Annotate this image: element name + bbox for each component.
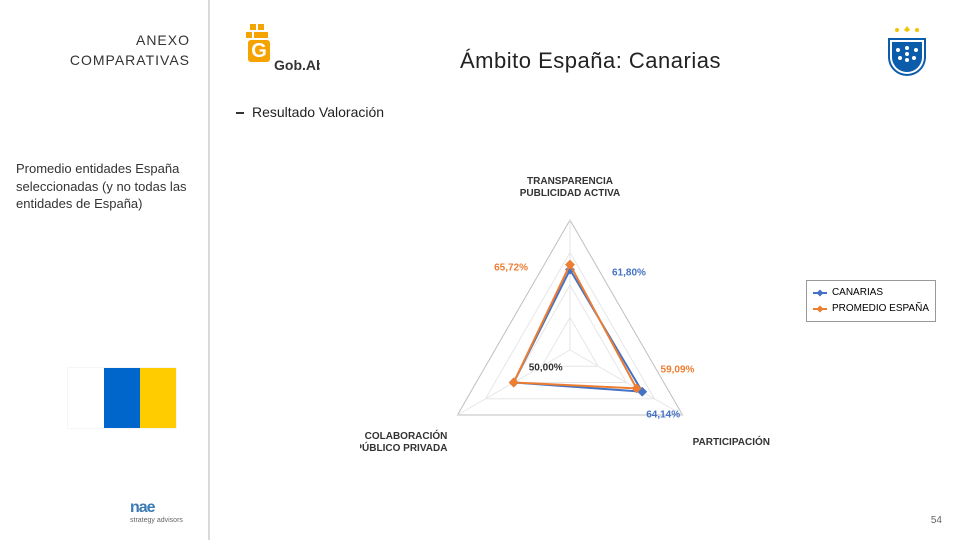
radar-chart: TRANSPARENCIAPUBLICIDAD ACTIVA COLABORACI…	[360, 150, 780, 500]
legend-label-canarias: CANARIAS	[832, 285, 883, 301]
page-title: Ámbito España: Canarias	[460, 48, 721, 74]
svg-text:50,00%: 50,00%	[529, 363, 563, 374]
svg-text:61,80%: 61,80%	[612, 268, 646, 279]
flag-canarias	[68, 368, 176, 428]
svg-text:PÚBLICO PRIVADA: PÚBLICO PRIVADA	[360, 441, 447, 454]
legend-swatch-canarias	[813, 292, 827, 294]
svg-text:64,14%: 64,14%	[646, 410, 680, 421]
anexo-label: ANEXO	[136, 32, 190, 48]
gobab-logo-svg: G Gob.Ab	[240, 22, 320, 72]
left-sidebar: ANEXO COMPARATIVAS Promedio entidades Es…	[0, 0, 210, 540]
svg-text:59,09%: 59,09%	[661, 364, 695, 375]
chart-legend: CANARIAS PROMEDIO ESPAÑA	[806, 280, 936, 322]
left-note: Promedio entidades España seleccionadas …	[16, 160, 196, 213]
svg-text:TRANSPARENCIA: TRANSPARENCIA	[527, 176, 613, 187]
flag-stripe-blue	[104, 368, 140, 428]
page: ANEXO COMPARATIVAS Promedio entidades Es…	[0, 0, 960, 540]
section-label: Resultado Valoración	[252, 104, 384, 120]
legend-swatch-promedio	[813, 308, 827, 310]
canarias-crest-icon	[884, 24, 930, 78]
footer-brand-sub: strategy advisors	[130, 517, 183, 524]
footer-brand: nae strategy advisors	[130, 499, 183, 524]
footer-brand-text: nae	[130, 499, 155, 516]
comparativas-label: COMPARATIVAS	[70, 52, 190, 68]
svg-text:G: G	[251, 40, 267, 62]
flag-stripe-white	[68, 368, 104, 428]
legend-row: CANARIAS	[813, 285, 929, 301]
section-marker	[236, 112, 244, 114]
page-number: 54	[931, 515, 942, 526]
gobab-logo: G Gob.Ab	[240, 22, 320, 72]
svg-text:PARTICIPACIÓN: PARTICIPACIÓN	[693, 435, 770, 448]
legend-row: PROMEDIO ESPAÑA	[813, 301, 929, 317]
legend-label-promedio: PROMEDIO ESPAÑA	[832, 301, 929, 317]
svg-text:65,72%: 65,72%	[494, 263, 528, 274]
svg-text:Gob.Ab: Gob.Ab	[274, 57, 320, 72]
svg-text:PUBLICIDAD ACTIVA: PUBLICIDAD ACTIVA	[520, 188, 621, 199]
svg-text:COLABORACIÓN: COLABORACIÓN	[365, 429, 448, 442]
flag-stripe-yellow	[140, 368, 176, 428]
